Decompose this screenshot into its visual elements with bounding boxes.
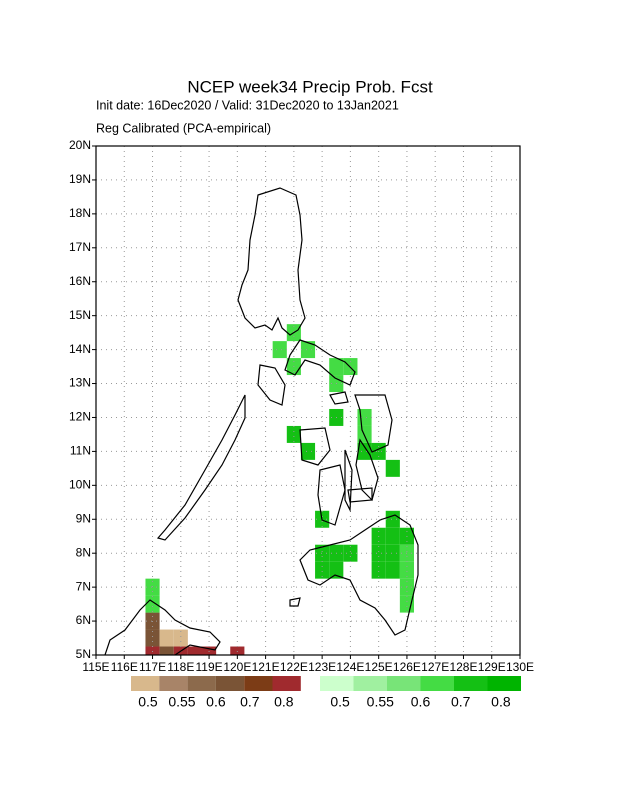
y-tick-label: 5N (76, 647, 91, 661)
note: Reg Calibrated (PCA-empirical) (96, 121, 271, 135)
prob-cell (357, 442, 372, 460)
y-tick-label: 11N (70, 444, 91, 458)
prob-cell (399, 561, 414, 579)
x-tick-label: 120E (223, 660, 251, 674)
prob-cell (371, 544, 386, 562)
y-tick-label: 12N (69, 410, 91, 424)
x-tick-label: 115E (82, 660, 109, 674)
x-tick-label: 121E (252, 660, 280, 674)
prob-cell (145, 595, 160, 613)
prob-cell (202, 646, 217, 655)
prob-cell (145, 646, 160, 655)
prob-cell (385, 561, 400, 579)
legend-swatch (272, 676, 301, 691)
x-tick-label: 117E (139, 660, 166, 674)
x-tick-label: 125E (365, 660, 393, 674)
y-tick-label: 15N (69, 308, 91, 322)
legend-label: 0.8 (491, 694, 511, 710)
x-tick-label: 123E (308, 660, 336, 674)
y-tick-label: 14N (69, 342, 91, 356)
legend-swatch (131, 676, 160, 691)
legend-swatch (353, 676, 387, 691)
legend-label: 0.6 (206, 694, 226, 710)
prob-cell (145, 578, 160, 596)
prob-cell (159, 629, 174, 647)
prob-cell (385, 527, 400, 545)
legend-label: 0.55 (168, 694, 195, 710)
y-tick-label: 10N (69, 478, 91, 492)
y-tick-label: 17N (69, 240, 91, 254)
legend-swatch (487, 676, 521, 691)
x-tick-label: 128E (449, 660, 477, 674)
coastline (104, 187, 419, 655)
legend-label: 0.5 (330, 694, 350, 710)
prob-cell (145, 629, 160, 647)
legend-swatch (454, 676, 488, 691)
y-tick-label: 19N (69, 172, 91, 186)
cells (145, 324, 414, 655)
x-tick-label: 130E (506, 660, 534, 674)
y-tick-label: 13N (69, 376, 91, 390)
x-tick-label: 119E (195, 660, 222, 674)
legend-swatch (159, 676, 188, 691)
prob-cell (343, 544, 358, 562)
y-tick-label: 9N (76, 511, 91, 525)
x-tick-label: 118E (167, 660, 194, 674)
prob-cell (300, 442, 316, 460)
y-tick-label: 20N (69, 138, 91, 152)
legend-label: 0.5 (138, 694, 158, 710)
x-tick-label: 127E (421, 660, 449, 674)
x-tick-label: 129E (478, 660, 506, 674)
prob-cell (173, 629, 188, 647)
prob-cell (300, 341, 316, 359)
legend-swatch (215, 676, 245, 691)
legend: 0.5 0.55 0.6 0.7 0.8 0.5 0.55 0.6 0.7 0.8 (131, 676, 521, 710)
prob-cell (315, 561, 330, 579)
grid: 115E 116E 117E 118E 119E 120E 121E 122E 123E 124E… (69, 138, 534, 674)
x-tick-label: 126E (393, 660, 421, 674)
legend-swatch (320, 676, 354, 691)
prob-cell (315, 544, 330, 562)
y-tick-label: 18N (69, 206, 91, 220)
y-tick-label: 6N (76, 613, 91, 627)
prob-cell (272, 341, 287, 359)
y-tick-label: 7N (76, 579, 91, 593)
x-tick-label: 124E (336, 660, 364, 674)
prob-cell (385, 510, 400, 528)
legend-swatch (387, 676, 421, 691)
legend-swatch (187, 676, 216, 691)
legend-label: 0.6 (411, 694, 431, 710)
legend-label: 0.8 (274, 694, 294, 710)
x-tick-label: 116E (111, 660, 138, 674)
prob-cell (187, 646, 202, 655)
prob-cell (286, 425, 301, 443)
legend-swatch (420, 676, 454, 691)
legend-swatch (244, 676, 273, 691)
x-tick-label: 122E (280, 660, 308, 674)
prob-cell (329, 561, 344, 579)
prob-cell (385, 459, 400, 477)
y-tick-label: 8N (76, 545, 91, 559)
title: NCEP week34 Precip Prob. Fcst (187, 77, 433, 96)
legend-label: 0.7 (240, 694, 260, 710)
prob-cell (385, 544, 400, 562)
subtitle: Init date: 16Dec2020 / Valid: 31Dec2020 … (96, 98, 399, 112)
prob-cell (329, 358, 344, 376)
prob-cell (159, 646, 174, 655)
legend-label: 0.55 (367, 694, 394, 710)
plot-frame (95, 145, 521, 656)
y-tick-label: 16N (69, 274, 91, 288)
prob-cell (230, 646, 245, 655)
legend-label: 0.7 (451, 694, 471, 710)
prob-cell (371, 561, 386, 579)
